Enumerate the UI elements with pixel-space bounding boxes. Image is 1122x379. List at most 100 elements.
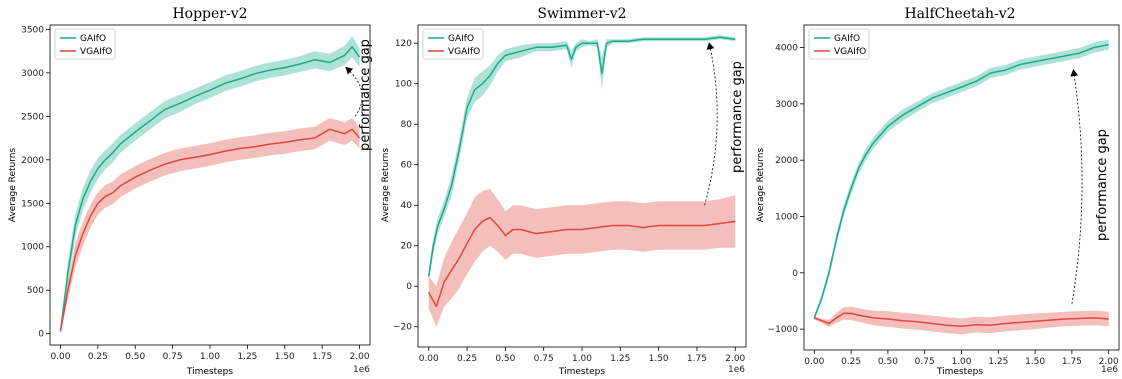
x-tick-label: 0.75 xyxy=(534,354,554,364)
legend: GAIfO VGAIfO xyxy=(54,28,116,60)
x-tick-label: 1.00 xyxy=(951,357,971,367)
annotation-arrow xyxy=(704,42,718,206)
x-tick-label: 0.75 xyxy=(915,357,935,367)
chart-swimmer: Swimmer-v2 0.00 0.25 0.50 0.75 1.00 1.25 1.50 1… xyxy=(381,6,747,377)
annotation-text: performance gap xyxy=(1095,129,1110,241)
y-tick-label: 2500 xyxy=(21,112,44,122)
x-offset-label: 1e6 xyxy=(353,365,370,375)
x-tick-label: 0.25 xyxy=(88,352,108,362)
x-tick-label: 1.50 xyxy=(275,352,295,362)
x-tick-label: 0.75 xyxy=(163,352,183,362)
y-tick-label: 1500 xyxy=(21,199,44,209)
series-0-band xyxy=(60,36,360,334)
x-tick-label: 0.00 xyxy=(804,357,824,367)
x-tick-label: 1.75 xyxy=(687,354,707,364)
annotation-arrow xyxy=(1070,69,1083,304)
x-tick-label: 0.50 xyxy=(878,357,898,367)
y-tick-label: 0 xyxy=(38,330,44,340)
chart-title: Hopper-v2 xyxy=(172,6,247,22)
series-0-line xyxy=(813,43,1109,319)
series-layer xyxy=(427,35,736,327)
annotation: performance gap xyxy=(704,42,745,206)
x-tick-label: 2.00 xyxy=(350,352,370,362)
series-0-band xyxy=(814,39,1109,321)
x-tick-label: 1.00 xyxy=(572,354,592,364)
x-tick-label: 0.25 xyxy=(841,357,861,367)
x-tick-label: 2.00 xyxy=(1099,357,1119,367)
y-tick-label: −1000 xyxy=(768,325,799,335)
y-tick-label: 3000 xyxy=(775,100,798,110)
x-tick-label: 0.50 xyxy=(125,352,145,362)
x-tick-label: 1.50 xyxy=(1025,357,1045,367)
plot-frame xyxy=(49,24,371,346)
x-tick-label: 2.00 xyxy=(725,354,745,364)
y-tick-label: 120 xyxy=(395,39,412,49)
y-tick-label: 40 xyxy=(401,201,413,211)
y-tick-label: 2000 xyxy=(775,156,798,166)
x-tick-label: 0.00 xyxy=(419,354,439,364)
x-tick-label: 1.25 xyxy=(610,354,630,364)
y-tick-label: 100 xyxy=(395,80,412,90)
x-tick-label: 1.75 xyxy=(1062,357,1082,367)
legend-label: GAIfO xyxy=(80,34,106,44)
y-tick-label: 500 xyxy=(27,286,44,296)
y-tick-label: 80 xyxy=(401,120,413,130)
series-1-band xyxy=(428,189,736,327)
series-layer xyxy=(59,36,361,334)
y-tick-label: 0 xyxy=(792,269,798,279)
x-tick-label: 0.00 xyxy=(50,352,70,362)
legend: GAIfO VGAIfO xyxy=(422,28,484,60)
chart-title: HalfCheetah-v2 xyxy=(904,6,1015,22)
legend-label: GAIfO xyxy=(834,34,860,44)
y-axis-label: Average Returns xyxy=(8,148,18,223)
x-tick-label: 1.25 xyxy=(237,352,257,362)
series-layer xyxy=(813,39,1109,335)
y-tick-label: 1000 xyxy=(775,213,798,223)
y-axis-label: Average Returns xyxy=(756,148,766,223)
legend-label: VGAIfO xyxy=(448,47,480,57)
x-axis-label: Timesteps xyxy=(558,367,605,377)
chart-title: Swimmer-v2 xyxy=(537,6,626,22)
x-tick-label: 1.75 xyxy=(312,352,332,362)
legend: GAIfO VGAIfO xyxy=(808,28,870,60)
series-1-line xyxy=(428,216,736,308)
y-ticks: −1000 0 1000 2000 3000 4000 xyxy=(768,44,804,335)
y-tick-label: 60 xyxy=(401,161,413,171)
y-tick-label: 4000 xyxy=(775,44,798,54)
x-ticks: 0.00 0.25 0.50 0.75 1.00 1.25 1.50 1.75 2.00 xyxy=(50,345,370,362)
y-tick-label: 1000 xyxy=(21,243,44,253)
y-ticks: 0 500 1000 1500 2000 2500 3000 3500 xyxy=(21,25,50,340)
series-1-line xyxy=(59,128,361,332)
x-axis-label: Timesteps xyxy=(186,367,233,377)
x-ticks: 0.00 0.25 0.50 0.75 1.00 1.25 1.50 1.75 2.00 xyxy=(419,347,746,364)
y-axis-label: Average Returns xyxy=(381,148,391,223)
x-tick-label: 0.25 xyxy=(457,354,477,364)
x-offset-label: 1e6 xyxy=(728,365,745,375)
legend-label: VGAIfO xyxy=(80,47,112,57)
series-1-band xyxy=(814,306,1109,335)
chart-halfcheetah: HalfCheetah-v2 0.00 0.25 0.50 0.75 1.00 1.25 1… xyxy=(756,6,1120,377)
x-tick-label: 0.50 xyxy=(495,354,515,364)
y-tick-label: −20 xyxy=(393,323,412,333)
annotation: performance gap xyxy=(1070,69,1110,304)
annotation: performance gap xyxy=(345,39,373,151)
y-tick-label: 3000 xyxy=(21,69,44,79)
series-1-band xyxy=(60,118,360,334)
legend-label: VGAIfO xyxy=(834,47,866,57)
y-tick-label: 3500 xyxy=(21,25,44,35)
x-offset-label: 1e6 xyxy=(1101,365,1118,375)
x-ticks: 0.00 0.25 0.50 0.75 1.00 1.25 1.50 1.75 2.00 xyxy=(804,350,1119,367)
plot-frame xyxy=(417,24,747,348)
y-tick-label: 0 xyxy=(406,282,412,292)
annotation-text: performance gap xyxy=(358,39,373,151)
legend-label: GAIfO xyxy=(448,34,474,44)
series-0-line xyxy=(59,45,361,332)
y-ticks: −20 0 20 40 60 80 100 120 xyxy=(393,39,418,333)
annotation-arrow xyxy=(345,66,363,117)
y-tick-label: 20 xyxy=(401,242,413,252)
x-tick-label: 1.25 xyxy=(988,357,1008,367)
x-axis-label: Timesteps xyxy=(936,367,983,377)
y-tick-label: 2000 xyxy=(21,156,44,166)
annotation-text: performance gap xyxy=(730,61,745,173)
